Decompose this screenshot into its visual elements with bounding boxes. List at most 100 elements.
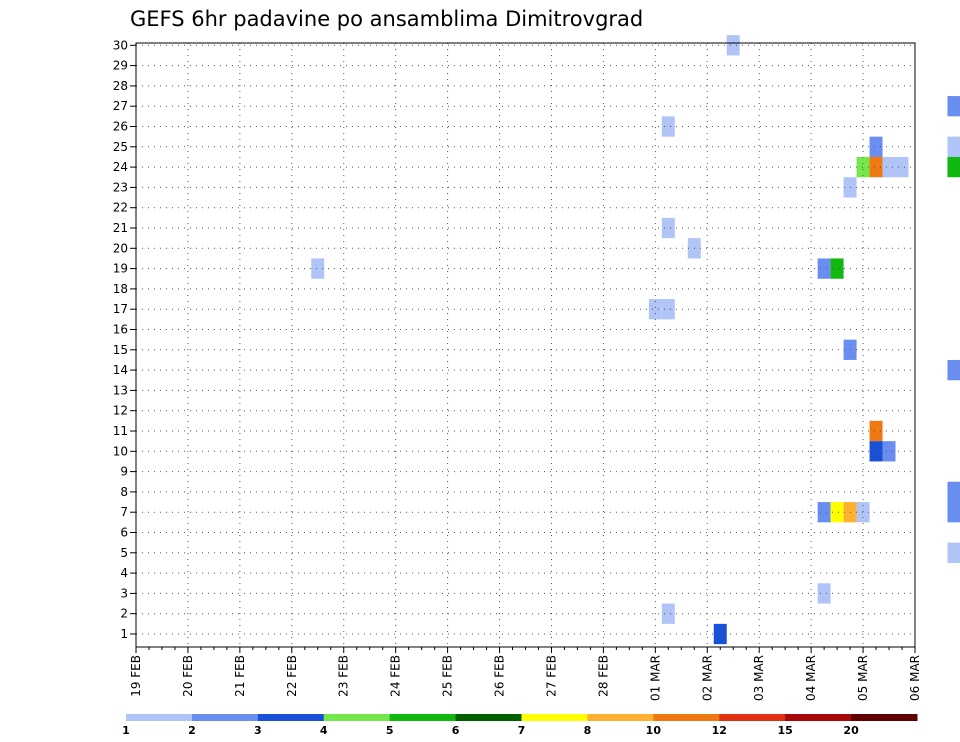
y-tick-label: 9	[120, 465, 128, 479]
y-tick-label: 16	[113, 323, 128, 337]
heatmap-cells	[311, 35, 960, 645]
colorbar-label: 10	[646, 724, 662, 737]
heatmap-cell	[830, 258, 844, 279]
heatmap-cell	[726, 35, 740, 56]
heatmap-cell	[869, 136, 883, 157]
y-tick-label: 2	[120, 607, 128, 621]
colorbar-label: 8	[584, 724, 592, 737]
y-tick-label: 15	[113, 343, 128, 357]
y-tick-label: 8	[120, 485, 128, 499]
colorbar-label: 20	[843, 724, 859, 737]
colorbar-label: 12	[712, 724, 727, 737]
y-tick-label: 22	[113, 201, 128, 215]
x-tick-label: 26 FEB	[493, 655, 507, 697]
y-tick-label: 10	[113, 444, 128, 458]
colorbar: 1 2 3 4 5 6 7 8 10 12 15 20	[122, 714, 918, 737]
colorbar-segment	[521, 714, 588, 721]
x-tick-label: 24 FEB	[389, 655, 403, 697]
colorbar-segment	[126, 714, 193, 721]
y-tick-label: 29	[113, 59, 128, 73]
x-tick-label: 28 FEB	[596, 655, 610, 697]
colorbar-segment	[785, 714, 852, 721]
colorbar-segment	[257, 714, 325, 721]
heatmap-cell	[817, 502, 831, 523]
heatmap-cell	[882, 441, 896, 462]
colorbar-label: 3	[254, 724, 262, 737]
heatmap-cell	[947, 542, 960, 563]
y-tick-label: 21	[113, 221, 128, 235]
colorbar-segment	[191, 714, 259, 721]
y-tick-label: 17	[113, 302, 128, 316]
colorbar-segment	[389, 714, 457, 721]
x-tick-label: 25 FEB	[441, 655, 455, 697]
plot-frame	[135, 42, 916, 648]
x-tick-label: 01 MAR	[648, 655, 662, 701]
heatmap-cell	[661, 603, 675, 624]
heatmap-cell	[830, 502, 844, 523]
colorbar-segment	[455, 714, 522, 721]
y-tick-label: 27	[113, 99, 128, 113]
heatmap-cell	[817, 583, 831, 604]
x-axis: 19 FEB 20 FEB 21 FEB 22 FEB 23 FEB 24 FEB 25 F…	[129, 647, 922, 701]
colorbar-label: 4	[320, 724, 328, 737]
colorbar-segment	[653, 714, 720, 721]
heatmap-cell	[869, 420, 883, 442]
y-tick-label: 18	[113, 282, 128, 296]
y-tick-label: 7	[120, 505, 128, 519]
heatmap-cell	[895, 156, 909, 178]
x-tick-label: 19 FEB	[129, 655, 143, 697]
y-tick-label: 11	[113, 424, 128, 438]
heatmap-cell	[947, 359, 960, 381]
y-tick-label: 4	[120, 566, 128, 580]
heatmap-cell	[661, 116, 675, 137]
heatmap-cell	[856, 502, 870, 523]
heatmap-cell	[817, 258, 831, 279]
colorbar-segment	[323, 714, 391, 721]
heatmap-cell	[311, 258, 325, 279]
heatmap-cell	[713, 623, 727, 645]
heatmap-cell	[661, 299, 675, 320]
chart-title: GEFS 6hr padavine po ansamblima Dimitrov…	[130, 7, 643, 31]
colorbar-label: 1	[122, 724, 130, 737]
x-tick-label: 05 MAR	[856, 655, 870, 701]
y-tick-label: 5	[120, 546, 128, 560]
colorbar-segment	[851, 714, 918, 721]
x-tick-label: 06 MAR	[908, 655, 922, 701]
y-tick-label: 25	[113, 140, 128, 154]
y-tick-label: 20	[113, 241, 128, 255]
grid-lines	[136, 43, 915, 647]
y-axis: 1234567891011121314151617181920212223242…	[113, 38, 136, 641]
heatmap-cell	[882, 156, 896, 178]
colorbar-label: 7	[518, 724, 526, 737]
colorbar-label: 2	[188, 724, 196, 737]
colorbar-label: 5	[386, 724, 394, 737]
x-tick-label: 27 FEB	[544, 655, 558, 697]
heatmap-cell	[661, 217, 675, 239]
y-tick-label: 1	[120, 627, 128, 641]
heatmap-cell	[856, 156, 870, 178]
colorbar-label: 6	[452, 724, 460, 737]
heatmap-cell	[947, 136, 960, 157]
y-tick-label: 28	[113, 79, 128, 93]
y-tick-label: 3	[120, 586, 128, 600]
y-tick-label: 30	[113, 38, 128, 52]
heatmap-cell	[648, 299, 662, 320]
heatmap-cell	[947, 502, 960, 523]
heatmap-cell	[947, 96, 960, 117]
colorbar-segment	[587, 714, 654, 721]
x-tick-label: 23 FEB	[337, 655, 351, 697]
x-tick-label: 21 FEB	[233, 655, 247, 697]
x-tick-label: 20 FEB	[181, 655, 195, 697]
x-tick-label: 04 MAR	[804, 655, 818, 701]
y-tick-label: 19	[113, 262, 128, 276]
y-tick-label: 13	[113, 383, 128, 397]
heatmap-cell	[869, 156, 883, 178]
x-tick-label: 02 MAR	[700, 655, 714, 701]
y-tick-label: 24	[113, 160, 128, 174]
y-tick-label: 14	[113, 363, 128, 377]
heatmap-cell	[947, 156, 960, 178]
x-tick-label: 22 FEB	[285, 655, 299, 697]
heatmap-cell	[869, 441, 883, 462]
y-tick-label: 26	[113, 120, 128, 134]
